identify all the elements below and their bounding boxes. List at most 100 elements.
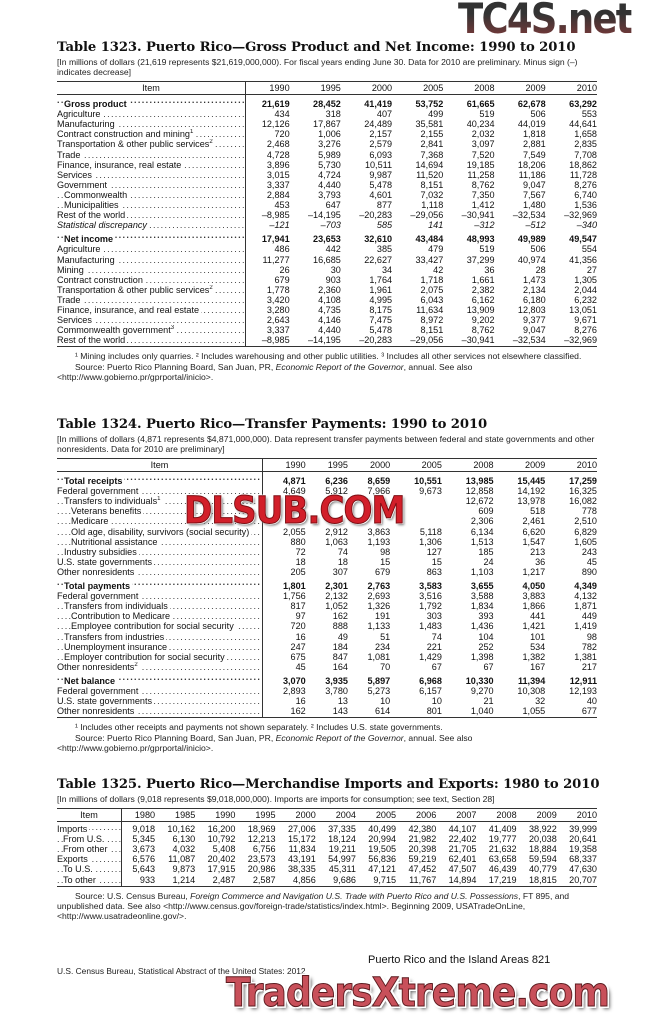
row-label: Municipalities [57,200,246,211]
row-label: From other [57,844,122,855]
row-label: Nutritional assistance [57,536,263,547]
table-cell: 2,579 [369,139,393,150]
table-cell: 9,202 [471,315,495,326]
table-cell: 5,989 [318,149,341,160]
row-label: Employee contribution for social securit… [57,621,263,632]
row-label: Transfers to individuals1 [57,496,263,507]
table-cell: 54,997 [328,854,356,865]
table-cell: 1,513 [470,536,494,547]
row-label-text: Services [57,169,92,180]
table-cell: 8,972 [420,315,444,326]
table-cell: 141 [428,220,444,231]
table-cell: 61,665 [466,99,495,110]
table-cell: 213 [530,546,546,557]
table-cell: 434 [274,109,290,120]
table-cell: 8,175 [369,304,393,315]
table-cell: 1,214 [155,874,196,887]
table-cell: 30 [330,264,341,275]
table-cell: 888 [332,621,348,632]
table-row: Transfers from industries 16 49 51 74 104 101 9… [57,631,597,642]
table-cell: 499 [428,109,444,120]
table-cell: 3,097 [471,139,495,150]
row-label-text: Federal government [57,486,139,497]
table-row: Manufacturing 11,277 16,685 22,627 33,427 37,… [57,254,597,265]
table-cell: 2,461 [522,516,546,527]
table-cell: 162 [262,706,306,719]
table-cell: 247 [290,641,306,652]
row-label-text: U.S. state governments [57,556,153,567]
table-cell: 40,974 [517,254,546,265]
row-label-text: Other nonresidents [57,566,135,577]
table-cell: 12,911 [569,675,597,686]
row-label: Unemployment insurance [57,641,263,652]
table-cell: 7,567 [522,189,546,200]
table-cell: 12,803 [517,304,546,315]
table-cell: 11,087 [168,854,196,865]
table-cell: 9,686 [315,874,356,887]
row-label-text: Statistical discrepancy [57,220,147,231]
table-cell: 104 [478,631,494,642]
row-label: Gross product [57,94,246,110]
table-cell: 74 [337,546,348,557]
table-cell: 8,151 [420,179,444,190]
table-cell: 17,915 [207,864,236,875]
table-cell: 17,867 [313,119,341,130]
row-label-text: Trade [57,149,81,160]
table-cell: 8,762 [471,179,495,190]
table-cell: 18 [295,556,306,567]
table-row: Statistical discrepancy –121 –703 585 141 –31… [57,220,597,231]
table-cell: 2,893 [282,685,306,696]
table-cell: 6,740 [574,189,597,200]
table-cell: –8,985 [261,210,290,221]
table-cell: 221 [426,641,442,652]
table-cell: 51 [380,631,391,642]
table-cell: 3,673 [132,844,156,855]
table-cell: 16,082 [569,496,597,507]
table-cell: 453 [274,200,290,211]
table-title: Table 1323. Puerto Rico—Gross Product an… [57,40,576,55]
table-cell: 7,708 [574,149,597,160]
table-cell: 2,487 [195,874,236,887]
table-cell: 127 [426,546,442,557]
table-cell: 46,439 [488,864,517,875]
table-cell: –29,056 [392,335,444,348]
table-cell: 2,841 [420,139,444,150]
table-row: Employee contribution for social securit… [57,621,597,632]
row-label-text: Total receipts [64,476,123,487]
table-cell: 1,419 [574,621,597,632]
table-cell: 4,440 [318,179,341,190]
table-row: Other nonresidents 205 307 679 863 1,103 1,217… [57,566,597,578]
table-row: Contract construction 679 903 1,764 1,718 1,6… [57,274,597,285]
header-row: Item 1990 1995 2000 2005 2008 2009 2010 [57,80,597,96]
table-cell: 36 [484,264,495,275]
table-cell: –30,941 [443,335,495,348]
table-cell: 21,982 [408,834,437,845]
row-label: Veterans benefits [57,506,263,517]
table-cell: 2,134 [522,284,546,295]
table-cell: 1,436 [470,621,494,632]
table-cell: 70 [380,661,391,672]
table-cell: 647 [325,200,341,211]
row-label: Total receipts [57,471,263,487]
table-cell: 21,705 [448,844,477,855]
table-cell: 21,619 [261,99,290,110]
table-cell: 40,234 [466,119,495,130]
table-cell: 1,605 [574,536,597,547]
table-cell: 234 [375,641,391,652]
table-cell: 5,643 [132,864,156,875]
source-note: Source: U.S. Census Bureau, Foreign Comm… [57,891,597,912]
table-cell: 14,694 [415,159,444,170]
table-cell: 13,909 [466,304,495,315]
row-label: Contract construction and mining1 [57,129,246,140]
table-cell: 553 [581,109,597,120]
table-cell: 3,793 [318,189,341,200]
table-cell: 7,368 [420,149,444,160]
table-cell: 3,588 [470,591,494,602]
table-cell: 2,055 [282,526,306,537]
table-cell: 679 [375,566,391,577]
table-cell: 6,829 [574,526,597,537]
table-cell: 1,326 [367,601,391,612]
table-cell: –8,985 [245,335,290,348]
table-cell: 59,594 [528,854,557,865]
table-cell: 1,306 [419,536,442,547]
